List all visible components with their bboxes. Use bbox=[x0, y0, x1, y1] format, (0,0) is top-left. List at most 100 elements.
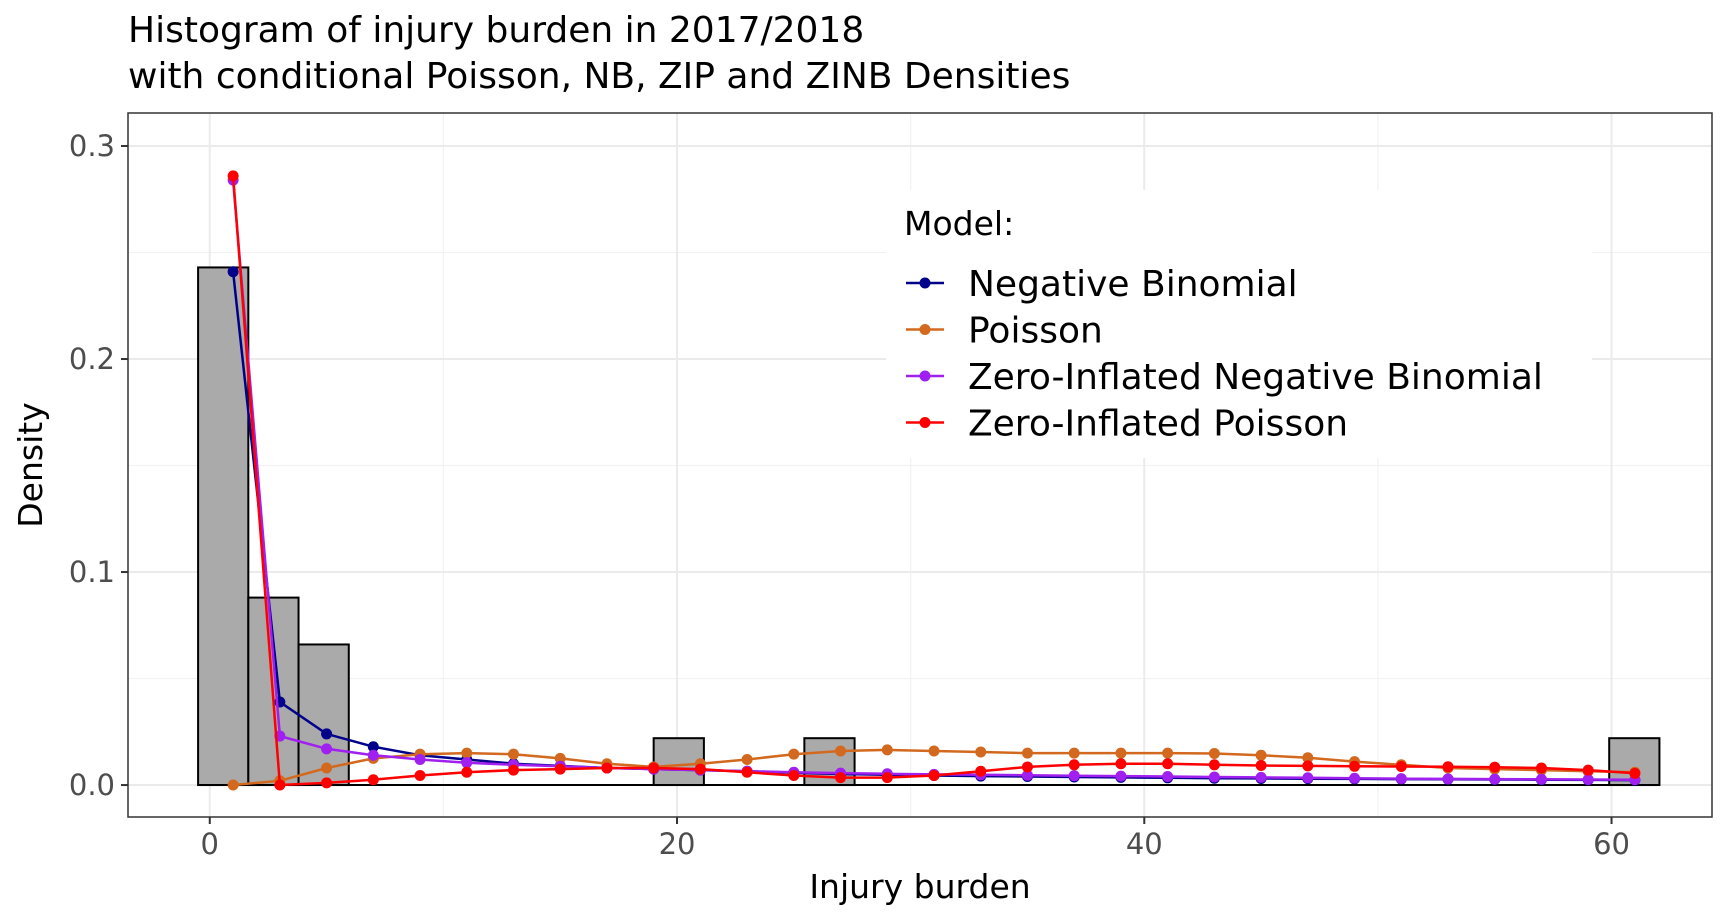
y-tick-label: 0.3 bbox=[69, 129, 115, 163]
series-point bbox=[1208, 759, 1220, 771]
series-point bbox=[1582, 774, 1594, 786]
legend-key-point bbox=[919, 370, 931, 382]
legend-background bbox=[886, 190, 1592, 458]
chart-title: Histogram of injury burden in 2017/2018 bbox=[128, 10, 864, 51]
series-point bbox=[694, 763, 706, 775]
series-point bbox=[1302, 752, 1314, 764]
chart-subtitle: with conditional Poisson, NB, ZIP and ZI… bbox=[128, 56, 1070, 97]
legend-label: Zero-Inflated Negative Binomial bbox=[968, 357, 1543, 398]
series-point bbox=[554, 752, 566, 764]
series-point bbox=[414, 753, 426, 765]
legend-label: Zero-Inflated Poisson bbox=[968, 404, 1348, 445]
series-point bbox=[1068, 759, 1080, 771]
series-point bbox=[1489, 761, 1501, 773]
legend-title: Model: bbox=[904, 204, 1014, 243]
series-point bbox=[1349, 772, 1361, 784]
y-tick-label: 0.2 bbox=[69, 342, 115, 376]
series-point bbox=[461, 757, 473, 769]
legend-label: Negative Binomial bbox=[968, 264, 1298, 305]
series-point bbox=[274, 779, 286, 791]
histogram-bars bbox=[197, 266, 1661, 787]
x-tick-label: 20 bbox=[659, 827, 696, 861]
series-point bbox=[601, 762, 613, 774]
series-point bbox=[648, 762, 660, 774]
legend: Model: Negative Binomial Poisson Zero-Infl… bbox=[886, 190, 1592, 458]
series-point bbox=[1115, 758, 1127, 770]
legend-item: Negative Binomial bbox=[906, 264, 1298, 305]
series-point bbox=[835, 745, 847, 757]
density-series bbox=[227, 170, 1641, 791]
series-point bbox=[321, 762, 333, 774]
series-point bbox=[1302, 760, 1314, 772]
series-point bbox=[1021, 769, 1033, 781]
x-tick-label: 60 bbox=[1593, 827, 1630, 861]
series-point bbox=[507, 764, 519, 776]
x-tick-label: 0 bbox=[201, 827, 219, 861]
series-point bbox=[321, 743, 333, 755]
series-point bbox=[1489, 773, 1501, 785]
series-point bbox=[367, 774, 379, 786]
series-point bbox=[1255, 771, 1267, 783]
series-point bbox=[1629, 767, 1641, 779]
series-point bbox=[1255, 759, 1267, 771]
series-point bbox=[1162, 758, 1174, 770]
x-tick-label: 40 bbox=[1126, 827, 1163, 861]
series-point bbox=[554, 763, 566, 775]
series-point bbox=[1115, 770, 1127, 782]
series-point bbox=[741, 753, 753, 765]
series-point bbox=[928, 769, 940, 781]
series-point bbox=[461, 747, 473, 759]
legend-key-point bbox=[919, 277, 931, 289]
series-point bbox=[1442, 773, 1454, 785]
series-point bbox=[1535, 773, 1547, 785]
series-point bbox=[321, 777, 333, 789]
y-tick-label: 0.0 bbox=[69, 768, 115, 802]
series-point bbox=[881, 772, 893, 784]
series-point bbox=[975, 746, 987, 758]
panel-border bbox=[127, 112, 1713, 818]
series-point bbox=[227, 170, 239, 182]
series-point bbox=[1021, 747, 1033, 759]
legend-key-point bbox=[919, 417, 931, 428]
series-point bbox=[321, 728, 333, 740]
y-axis-title: Density bbox=[11, 402, 50, 527]
series-point bbox=[227, 266, 239, 278]
legend-key-point bbox=[919, 324, 931, 335]
legend-item: Zero-Inflated Poisson bbox=[906, 404, 1348, 445]
series-point bbox=[1349, 760, 1361, 772]
y-tick-label: 0.1 bbox=[69, 555, 115, 589]
series-point bbox=[835, 772, 847, 784]
series-point bbox=[414, 769, 426, 781]
series-point bbox=[1582, 764, 1594, 776]
series-point bbox=[741, 766, 753, 778]
series-point bbox=[1115, 747, 1127, 759]
series-point bbox=[881, 744, 893, 756]
series-point bbox=[1255, 749, 1267, 761]
series-point bbox=[1021, 761, 1033, 773]
series-point bbox=[367, 741, 379, 753]
series-point bbox=[1395, 773, 1407, 785]
x-axis-title: Injury burden bbox=[809, 867, 1030, 906]
series-point bbox=[367, 749, 379, 761]
series-point bbox=[1302, 772, 1314, 784]
series-point bbox=[1535, 762, 1547, 774]
series-point bbox=[507, 748, 519, 760]
series-point bbox=[1208, 771, 1220, 783]
histogram-bar bbox=[297, 643, 350, 787]
series-point bbox=[1162, 747, 1174, 759]
series-point bbox=[788, 769, 800, 781]
series-point bbox=[975, 765, 987, 777]
legend-item: Zero-Inflated Negative Binomial bbox=[906, 357, 1543, 398]
series-point bbox=[227, 779, 239, 791]
series-point bbox=[1068, 770, 1080, 782]
series-point bbox=[1395, 761, 1407, 773]
histogram-bar bbox=[197, 266, 250, 787]
series-point bbox=[788, 748, 800, 760]
series-point bbox=[461, 766, 473, 778]
series-point bbox=[1162, 771, 1174, 783]
legend-label: Poisson bbox=[968, 311, 1103, 352]
series-point bbox=[1068, 747, 1080, 759]
series-point bbox=[928, 745, 940, 757]
series-group bbox=[227, 170, 1641, 791]
